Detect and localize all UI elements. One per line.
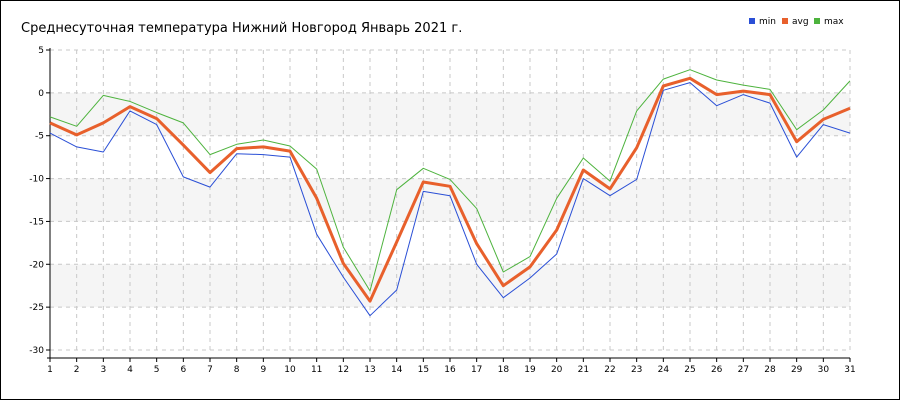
legend: min avg max [749, 17, 844, 27]
x-tick-label: 17 [471, 365, 482, 375]
series-lines [49, 69, 851, 317]
x-tick-label: 12 [338, 365, 349, 375]
x-tick-label: 9 [260, 365, 266, 375]
y-tick-label: -20 [29, 260, 44, 270]
legend-label-max: max [824, 17, 844, 27]
x-tick-label: 25 [684, 365, 695, 375]
axes [46, 48, 851, 362]
legend-label-avg: avg [792, 17, 809, 27]
x-tick-label: 18 [498, 365, 510, 375]
x-tick-label: 29 [791, 365, 803, 375]
x-tick-labels: 1 2 3 4 5 6 7 8 9 10 11 12 13 14 15 16 17 18 19 20 21 22 23 24 2… [47, 365, 856, 375]
x-tick-label: 19 [524, 365, 536, 375]
x-tick-label: 11 [311, 365, 322, 375]
chart-title: Среднесуточная температура Нижний Новгор… [21, 21, 462, 36]
y-tick-label: -30 [29, 346, 44, 356]
x-tick-label: 5 [154, 365, 160, 375]
y-tick-labels: 5 0 -5 -10 -15 -20 -25 -30 [29, 46, 44, 356]
y-tick-label: -10 [29, 175, 44, 185]
x-tick-label: 20 [551, 365, 563, 375]
legend-label-min: min [759, 17, 776, 27]
x-tick-label: 1 [47, 365, 53, 375]
y-tick-label: -15 [29, 217, 44, 227]
x-tick-label: 26 [711, 365, 723, 375]
y-tick-label: -25 [29, 303, 44, 313]
legend-swatch-max [814, 18, 820, 24]
x-tick-label: 15 [418, 365, 429, 375]
legend-swatch-avg [782, 18, 788, 24]
y-tick-label: 0 [38, 89, 44, 99]
x-tick-label: 30 [818, 365, 830, 375]
x-tick-label: 16 [444, 365, 456, 375]
x-tick-label: 24 [658, 365, 670, 375]
x-tick-label: 10 [284, 365, 296, 375]
x-tick-label: 21 [578, 365, 589, 375]
y-tick-label: -5 [35, 132, 44, 142]
x-tick-label: 4 [127, 365, 133, 375]
x-tick-label: 23 [631, 365, 642, 375]
legend-swatch-min [749, 18, 755, 24]
x-tick-label: 7 [207, 365, 213, 375]
x-tick-label: 31 [844, 365, 855, 375]
x-tick-label: 3 [100, 365, 106, 375]
x-tick-label: 22 [604, 365, 615, 375]
x-tick-label: 14 [391, 365, 403, 375]
x-tick-label: 28 [764, 365, 776, 375]
x-tick-label: 13 [364, 365, 375, 375]
x-tick-label: 27 [738, 365, 749, 375]
series-line-max [49, 69, 851, 292]
series-line-min [49, 82, 851, 317]
y-tick-label: 5 [38, 46, 44, 56]
x-tick-label: 6 [180, 365, 186, 375]
series-line-avg [49, 76, 851, 303]
x-tick-label: 8 [234, 365, 240, 375]
x-tick-label: 2 [74, 365, 80, 375]
